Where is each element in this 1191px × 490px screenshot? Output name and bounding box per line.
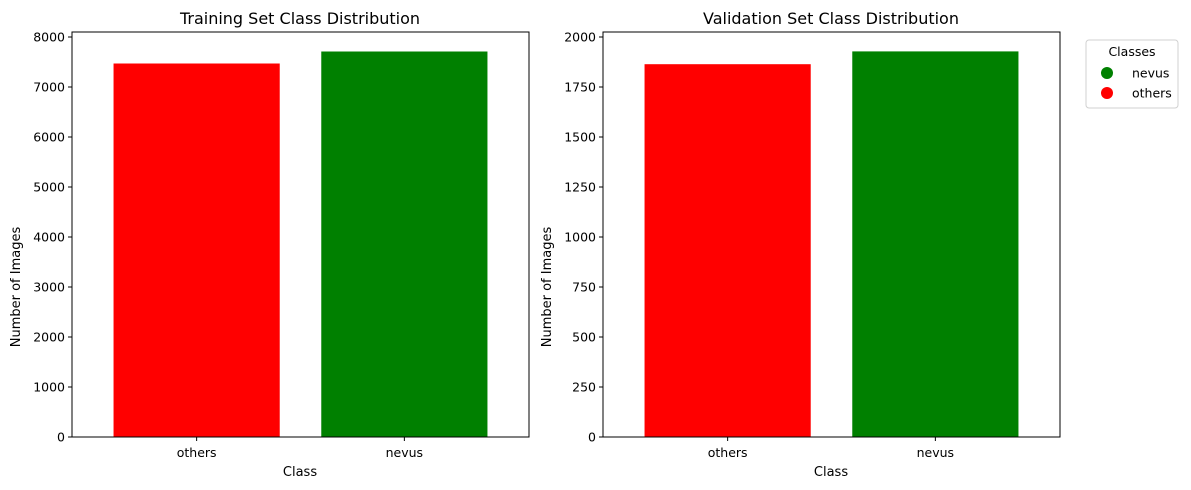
plot-frame	[602, 31, 1061, 438]
y-axis-label: Number of Images	[9, 227, 24, 348]
y-tick-label: 1750	[564, 80, 596, 95]
y-tick-label: 750	[572, 280, 596, 295]
training-chart: Training Set Class Distribution Class Nu…	[9, 9, 530, 480]
bar-nevus	[321, 51, 488, 437]
x-axis-label: Class	[814, 465, 848, 480]
x-tick-label: others	[177, 445, 217, 460]
y-tick-label: 2000	[33, 330, 65, 345]
legend-label-others: others	[1132, 86, 1172, 101]
y-tick-label: 6000	[33, 130, 65, 145]
y-tick-label: 0	[588, 430, 596, 445]
x-axis-label: Class	[283, 465, 317, 480]
y-tick-label: 5000	[33, 180, 65, 195]
y-tick-label: 1250	[564, 180, 596, 195]
bar-nevus	[852, 51, 1019, 438]
y-tick-label: 3000	[33, 280, 65, 295]
y-tick-label: 2000	[564, 30, 596, 45]
plot-frame	[71, 31, 530, 438]
y-tick-label: 250	[572, 380, 596, 395]
y-axis-label: Number of Images	[540, 227, 555, 348]
legend-label-nevus: nevus	[1132, 66, 1169, 81]
bar-others	[113, 63, 280, 437]
y-tick-label: 1500	[564, 130, 596, 145]
chart-title: Validation Set Class Distribution	[703, 9, 959, 28]
bar-others	[644, 64, 811, 437]
legend-marker-others	[1101, 87, 1113, 99]
y-tick-label: 4000	[33, 230, 65, 245]
y-tick-label: 1000	[564, 230, 596, 245]
legend-title: Classes	[1108, 44, 1155, 59]
y-tick-label: 0	[57, 430, 65, 445]
y-tick-label: 7000	[33, 80, 65, 95]
legend-marker-nevus	[1101, 67, 1113, 79]
y-tick-label: 8000	[33, 30, 65, 45]
x-tick-label: nevus	[386, 445, 423, 460]
validation-chart: Validation Set Class Distribution Class …	[540, 9, 1061, 480]
x-tick-label: nevus	[917, 445, 954, 460]
x-tick-label: others	[708, 445, 748, 460]
legend: Classes nevus others	[1085, 39, 1179, 109]
y-tick-label: 1000	[33, 380, 65, 395]
y-tick-label: 500	[572, 330, 596, 345]
chart-title: Training Set Class Distribution	[179, 9, 420, 28]
